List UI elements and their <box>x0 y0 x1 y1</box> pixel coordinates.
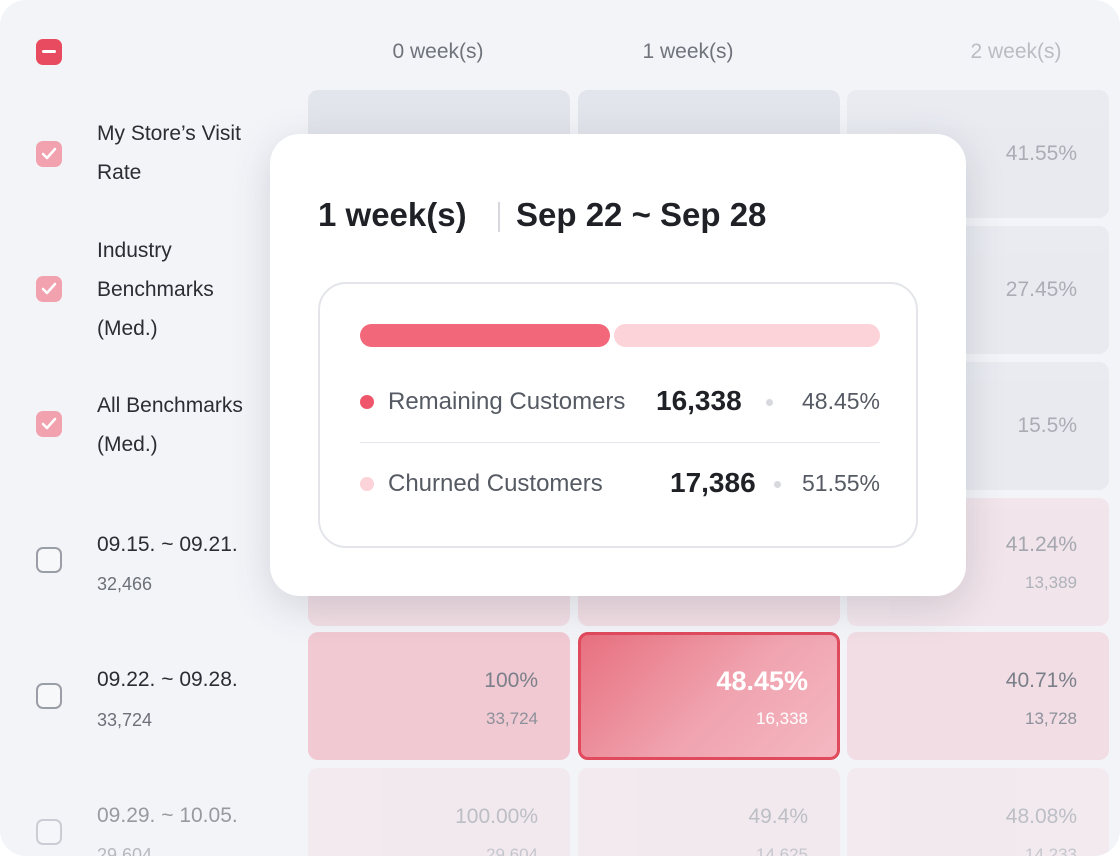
row-date-0922: 09.22. ~ 09.28. <box>97 668 238 691</box>
separator-dot-icon <box>766 399 773 406</box>
checkmark-icon <box>41 417 57 430</box>
remaining-progress-bar <box>360 324 610 347</box>
row-label-line: (Med.) <box>97 317 158 340</box>
cell-percent: 40.71% <box>1005 669 1077 692</box>
cell-r4-c2[interactable]: 40.71% 13,728 <box>847 632 1109 760</box>
tooltip-date-range: Sep 22 ~ Sep 28 <box>516 196 767 233</box>
cell-percent: 48.08% <box>1005 805 1077 828</box>
cell-count: 33,724 <box>486 709 538 728</box>
remaining-value: 16,338 <box>656 385 742 416</box>
row-count-0922: 33,724 <box>97 710 153 730</box>
row-count-0915: 32,466 <box>97 574 153 594</box>
cell-r4-c0[interactable]: 100% 33,724 <box>308 632 570 760</box>
cell-count: 14,625 <box>756 845 808 856</box>
cell-count: 29,604 <box>486 845 538 856</box>
tooltip-week-title: 1 week(s) <box>318 196 467 233</box>
row-label-line: Industry <box>97 239 172 262</box>
row-checkbox-industry-benchmarks[interactable] <box>36 276 62 302</box>
row-checkbox-all-benchmarks[interactable] <box>36 411 62 437</box>
checkmark-icon <box>41 147 57 160</box>
cell-percent: 48.45% <box>716 666 808 696</box>
title-divider <box>498 202 500 232</box>
remaining-percent: 48.45% <box>801 388 880 414</box>
cell-percent: 41.24% <box>1005 533 1077 556</box>
row-label-industry-benchmarks: Industry Benchmarks (Med.) <box>97 231 214 348</box>
cell-percent: 49.4% <box>748 805 808 828</box>
cell-percent: 27.45% <box>1005 278 1077 301</box>
row-date-0929: 09.29. ~ 10.05. <box>97 804 238 827</box>
cell-count: 14,233 <box>1025 845 1077 856</box>
row-checkbox-0922[interactable] <box>36 683 62 709</box>
churned-progress-bar <box>614 324 880 347</box>
column-header-week-2: 2 week(s) <box>970 40 1062 63</box>
row-label-line: (Med.) <box>97 433 158 456</box>
column-header-week-1: 1 week(s) <box>642 40 734 63</box>
churned-dot-icon <box>360 477 374 491</box>
churned-label: Churned Customers <box>388 470 603 497</box>
column-header-week-0: 0 week(s) <box>392 40 484 63</box>
minus-icon <box>42 50 56 53</box>
cell-r5-c0[interactable]: 100.00% 29,604 <box>308 768 570 856</box>
cell-percent: 100% <box>484 669 538 692</box>
cell-r5-c2[interactable]: 48.08% 14,233 <box>847 768 1109 856</box>
remaining-label: Remaining Customers <box>388 388 626 415</box>
cell-count: 13,389 <box>1025 573 1077 592</box>
cell-r4-c1-selected[interactable]: 48.45% 16,338 <box>578 632 840 760</box>
churned-percent: 51.55% <box>801 470 880 496</box>
cell-percent: 41.55% <box>1005 142 1077 165</box>
checkmark-icon <box>41 282 57 295</box>
cell-percent: 100.00% <box>455 805 538 828</box>
row-label-line: Benchmarks <box>97 278 214 301</box>
churned-value: 17,386 <box>670 467 756 498</box>
cell-percent: 15.5% <box>1017 414 1077 437</box>
row-label-line: Rate <box>97 161 142 184</box>
separator-dot-icon <box>774 481 781 488</box>
remaining-dot-icon <box>360 395 374 409</box>
row-date-0915: 09.15. ~ 09.21. <box>97 533 238 556</box>
row-label-line: All Benchmarks <box>97 394 243 417</box>
row-checkbox-0929[interactable] <box>36 819 62 845</box>
select-all-checkbox[interactable] <box>36 39 62 65</box>
row-label-all-benchmarks: All Benchmarks (Med.) <box>97 386 243 464</box>
cell-count: 16,338 <box>756 709 808 728</box>
cohort-tooltip: 1 week(s) Sep 22 ~ Sep 28 Remaining Cust… <box>270 134 966 596</box>
cell-count: 13,728 <box>1025 709 1077 728</box>
row-count-0929: 29,604 <box>97 845 153 856</box>
remaining-row: Remaining Customers 16,338 48.45% <box>360 382 880 422</box>
row-checkbox-0915[interactable] <box>36 547 62 573</box>
churned-row: Churned Customers 17,386 51.55% <box>360 464 880 504</box>
row-label-my-store: My Store’s Visit Rate <box>97 114 241 192</box>
tooltip-breakdown-card: Remaining Customers 16,338 48.45% Churne… <box>318 282 918 548</box>
row-divider <box>360 442 880 443</box>
row-checkbox-my-store[interactable] <box>36 141 62 167</box>
row-label-line: My Store’s Visit <box>97 122 241 145</box>
cell-r5-c1[interactable]: 49.4% 14,625 <box>578 768 840 856</box>
